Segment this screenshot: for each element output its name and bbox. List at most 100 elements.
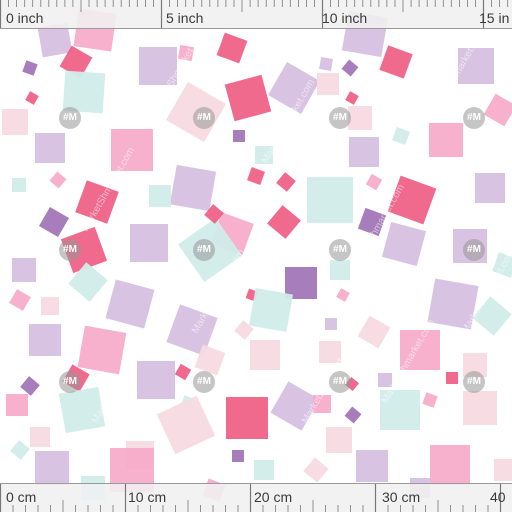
pattern-square xyxy=(247,167,265,185)
watermark-badge: #M xyxy=(463,371,485,393)
pattern-square xyxy=(9,289,31,311)
pattern-square xyxy=(325,318,337,330)
pattern-square xyxy=(319,341,341,363)
pattern-square xyxy=(458,48,494,84)
pattern-square xyxy=(233,130,245,142)
ruler-top-ticks xyxy=(0,0,509,28)
pattern-square xyxy=(446,372,458,384)
watermark-badge: #M xyxy=(329,371,351,393)
pattern-square xyxy=(12,178,26,192)
pattern-square xyxy=(77,325,127,375)
ruler-bottom-ticks xyxy=(0,484,502,512)
pattern-square xyxy=(2,109,28,135)
pattern-square xyxy=(169,164,217,212)
ruler-label-30-cm: 30 cm xyxy=(382,489,421,505)
pattern-square xyxy=(341,59,359,77)
pattern-square xyxy=(174,363,192,381)
watermark-badge: #M xyxy=(463,107,485,129)
pattern-square xyxy=(139,47,177,85)
pattern-square xyxy=(60,226,108,274)
pattern-square xyxy=(35,133,65,163)
pattern-square xyxy=(494,459,512,481)
pattern-square xyxy=(232,450,244,462)
pattern-square xyxy=(226,397,268,439)
pattern-square xyxy=(285,267,317,299)
pattern-square xyxy=(492,252,512,278)
pattern-square xyxy=(234,320,254,340)
ruler-top-inch: 0 inch 5 inch 10 inch 15 in xyxy=(0,0,512,29)
pattern-square xyxy=(380,390,420,430)
watermark-badge: #M xyxy=(59,371,81,393)
watermark-badge: #M xyxy=(329,107,351,129)
pattern-square xyxy=(276,172,296,192)
pattern-square xyxy=(29,324,61,356)
pattern-square xyxy=(22,60,38,76)
ruler-label-40-cm: 40 xyxy=(490,489,506,505)
pattern-square xyxy=(381,221,427,267)
pattern-square xyxy=(137,361,175,399)
watermark-badge: #M xyxy=(193,371,215,393)
pattern-square xyxy=(392,127,410,145)
pattern-square xyxy=(378,373,392,387)
pattern-square xyxy=(463,391,497,425)
pattern-square xyxy=(68,262,108,302)
pattern-square xyxy=(37,22,73,58)
pattern-square xyxy=(62,70,106,114)
pattern-square xyxy=(59,45,93,79)
pattern-square xyxy=(430,445,470,485)
pattern-square xyxy=(357,207,387,237)
pattern-square xyxy=(400,330,440,370)
pattern-square xyxy=(427,278,479,330)
pattern-square xyxy=(317,73,339,95)
ruler-label-15-inch: 15 in xyxy=(479,10,510,26)
pattern-square xyxy=(365,173,383,191)
pattern-square xyxy=(422,392,438,408)
pattern-square xyxy=(319,57,333,71)
watermark-badge: #M xyxy=(59,239,81,261)
pattern-square xyxy=(255,146,273,164)
pattern-square xyxy=(194,344,226,376)
pattern-square xyxy=(248,287,294,333)
pattern-square xyxy=(330,260,350,280)
pattern-square xyxy=(348,106,372,130)
pattern-square xyxy=(41,297,59,315)
pattern-square xyxy=(10,440,30,460)
ruler-bottom-cm: 0 cm 10 cm 20 cm 30 cm 40 xyxy=(0,483,512,512)
pattern-square xyxy=(35,451,69,485)
pattern-square xyxy=(270,381,320,431)
watermark-badge: #M xyxy=(193,239,215,261)
pattern-square xyxy=(313,395,331,413)
pattern-square xyxy=(344,406,362,424)
pattern-square xyxy=(379,45,413,79)
pattern-square xyxy=(224,74,272,122)
pattern-square xyxy=(111,129,153,171)
pattern-square xyxy=(49,171,67,189)
pattern-square xyxy=(12,258,36,282)
pattern-square xyxy=(387,175,437,225)
pattern-square xyxy=(429,123,463,157)
pattern-square xyxy=(156,395,216,455)
pattern-square xyxy=(38,206,70,238)
pattern-square xyxy=(303,457,329,483)
pattern-square xyxy=(6,394,28,416)
ruler-label-10-cm: 10 cm xyxy=(128,489,167,505)
pattern-square xyxy=(149,185,171,207)
ruler-label-20-cm: 20 cm xyxy=(254,489,293,505)
pattern-square xyxy=(268,62,320,114)
watermark-badge: #M xyxy=(59,107,81,129)
watermark-badge: #M xyxy=(463,239,485,261)
pattern-square xyxy=(216,32,248,64)
pattern-square xyxy=(472,296,512,336)
watermark-badge: #M xyxy=(329,239,351,261)
pattern-square xyxy=(166,304,218,356)
ruler-label-5-inch: 5 inch xyxy=(166,10,204,26)
ruler-label-10-inch: 10 inch xyxy=(322,10,368,26)
pattern-square xyxy=(357,315,391,349)
pattern-square xyxy=(20,376,40,396)
pattern-square xyxy=(75,180,119,224)
pattern-square xyxy=(326,427,352,453)
pattern-square xyxy=(130,224,168,262)
pattern-square xyxy=(254,460,274,480)
pattern-square xyxy=(58,386,106,434)
watermark-badge: #M xyxy=(193,107,215,129)
